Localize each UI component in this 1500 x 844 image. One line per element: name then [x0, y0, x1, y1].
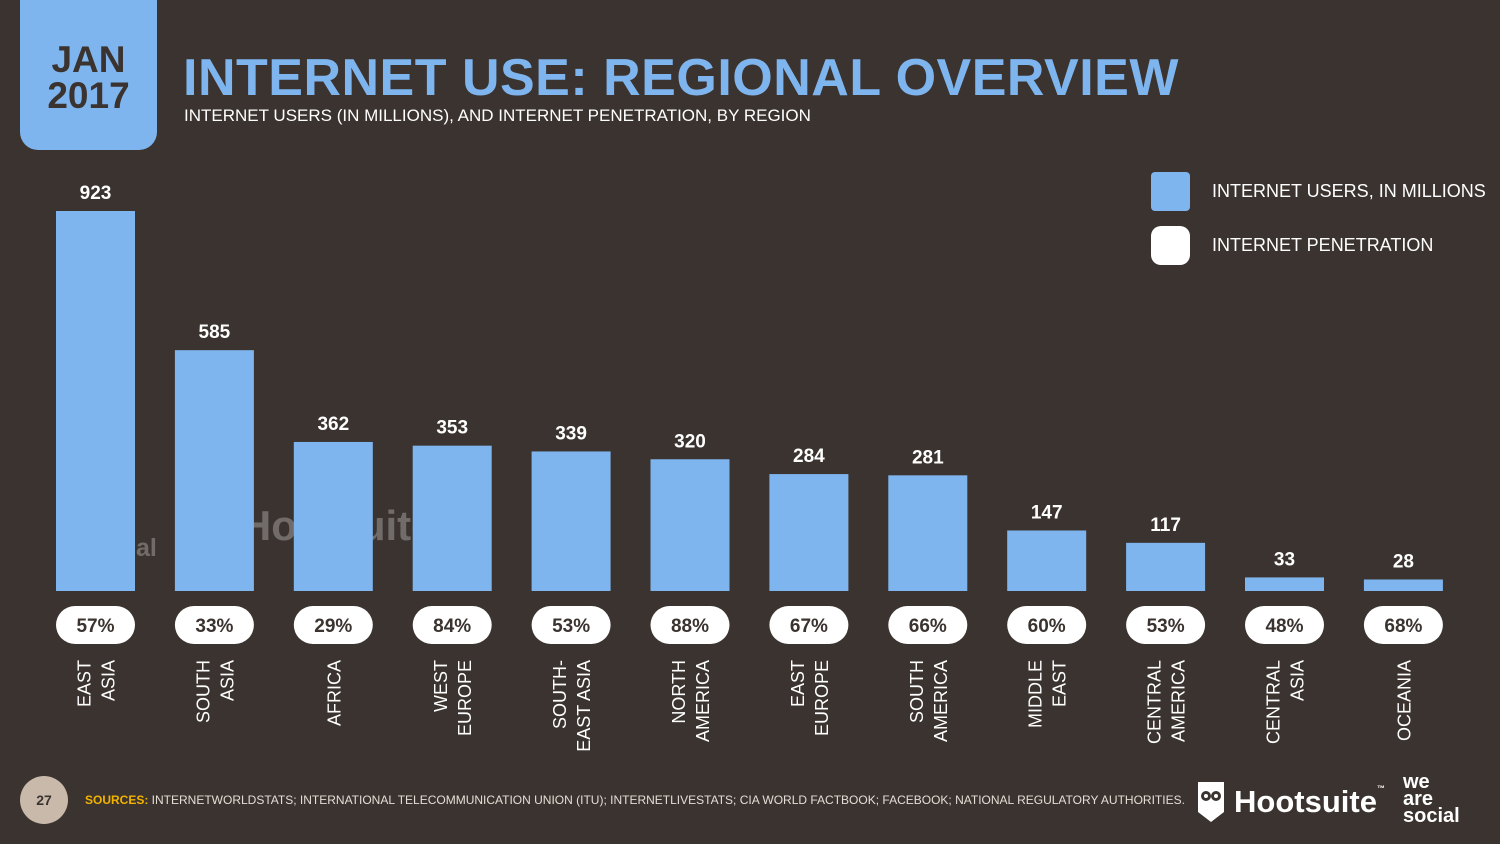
owl-icon [1198, 782, 1224, 822]
category-label: MIDDLE [1026, 660, 1046, 728]
category-label: SOUTH- [550, 660, 570, 729]
bar [56, 211, 135, 591]
bar-value-label: 147 [1031, 502, 1063, 523]
hootsuite-wordmark: Hootsuite [1234, 784, 1377, 819]
penetration-label: 57% [76, 616, 114, 637]
legend-item-penetration: INTERNET PENETRATION [1151, 226, 1433, 265]
penetration-label: 88% [671, 616, 709, 637]
bar [293, 441, 373, 591]
badge-month: JAN [51, 39, 126, 80]
category-label: EUROPE [812, 660, 832, 736]
category-label: EAST [1050, 660, 1070, 707]
bar-value-label: 353 [436, 418, 468, 439]
penetration-label: 84% [433, 616, 471, 637]
we-are-social-logo: we are social [1403, 771, 1460, 827]
category-label: ASIA [217, 660, 237, 701]
bar [412, 445, 492, 591]
penetration-label: 60% [1028, 616, 1066, 637]
bar-value-label: 117 [1150, 515, 1181, 536]
legend-swatch-penetration [1151, 226, 1190, 265]
bar-value-label: 585 [199, 322, 231, 343]
penetration-label: 48% [1265, 616, 1303, 637]
category-label: EAST [75, 660, 95, 707]
page-subtitle: INTERNET USERS (IN MILLIONS), AND INTERN… [184, 106, 811, 125]
category-label: ASIA [1288, 660, 1308, 701]
category-label: AMERICA [1169, 660, 1189, 742]
bar [1363, 579, 1443, 591]
penetration-pill [1126, 606, 1206, 644]
category-label: ASIA [99, 660, 119, 701]
bar [650, 459, 730, 591]
bar [1007, 530, 1087, 591]
penetration-pill [888, 606, 968, 644]
penetration-label: 29% [314, 616, 352, 637]
bar [1126, 542, 1206, 591]
date-badge: JAN 2017 [20, 0, 157, 150]
bar-value-label: 284 [793, 446, 825, 467]
sources-text: INTERNETWORLDSTATS; INTERNATIONAL TELECO… [148, 793, 1185, 807]
penetration-label: 68% [1384, 616, 1422, 637]
bar-value-label: 362 [317, 414, 349, 435]
penetration-label: 67% [790, 616, 828, 637]
legend-item-users: INTERNET USERS, IN MILLIONS [1151, 172, 1486, 211]
penetration-pill [56, 606, 135, 644]
category-label: OCEANIA [1394, 660, 1414, 741]
penetration-pill [412, 606, 492, 644]
sources-label: SOURCES: [85, 793, 149, 807]
penetration-pill [650, 606, 730, 644]
bar [888, 475, 968, 591]
bar-value-label: 320 [674, 431, 706, 452]
legend-label-penetration: INTERNET PENETRATION [1212, 235, 1434, 255]
category-label: EAST [788, 660, 808, 707]
bar-value-label: 33 [1274, 549, 1295, 570]
bar-value-label: 281 [912, 447, 944, 468]
page-number: 27 [20, 776, 68, 824]
category-label: EUROPE [455, 660, 475, 736]
penetration-pill [769, 606, 849, 644]
category-label: AFRICA [324, 660, 344, 726]
category-label: SOUTH [193, 660, 213, 723]
category-label: AMERICA [931, 660, 951, 742]
hootsuite-logo: Hootsuite™ [1196, 780, 1385, 824]
penetration-label: 53% [1147, 616, 1185, 637]
bar [531, 451, 611, 591]
category-label: NORTH [669, 660, 689, 724]
sources: SOURCES: INTERNETWORLDSTATS; INTERNATION… [85, 793, 1185, 807]
penetration-pill [174, 606, 254, 644]
penetration-pill [293, 606, 373, 644]
penetration-label: 53% [552, 616, 590, 637]
category-label: SOUTH [907, 660, 927, 723]
bar-value-label: 28 [1393, 551, 1414, 572]
legend-label-users: INTERNET USERS, IN MILLIONS [1212, 181, 1486, 201]
badge-year: 2017 [47, 75, 130, 116]
bar [1245, 577, 1324, 591]
legend-swatch-users [1151, 172, 1190, 211]
category-label: CENTRAL [1145, 660, 1165, 744]
penetration-pill [1007, 606, 1087, 644]
bar [174, 350, 254, 591]
bar [769, 474, 849, 591]
penetration-pill [1363, 606, 1443, 644]
category-label: CENTRAL [1264, 660, 1284, 744]
page-title: INTERNET USE: REGIONAL OVERVIEW [183, 49, 1179, 107]
bar-value-label: 339 [555, 423, 587, 444]
penetration-label: 66% [909, 616, 947, 637]
category-label: EAST ASIA [574, 660, 594, 752]
penetration-pill [531, 606, 611, 644]
category-label: WEST [431, 660, 451, 712]
penetration-pill [1245, 606, 1324, 644]
category-label: AMERICA [693, 660, 713, 742]
trademark: ™ [1376, 784, 1385, 793]
bar-value-label: 923 [80, 183, 112, 204]
penetration-label: 33% [195, 616, 233, 637]
